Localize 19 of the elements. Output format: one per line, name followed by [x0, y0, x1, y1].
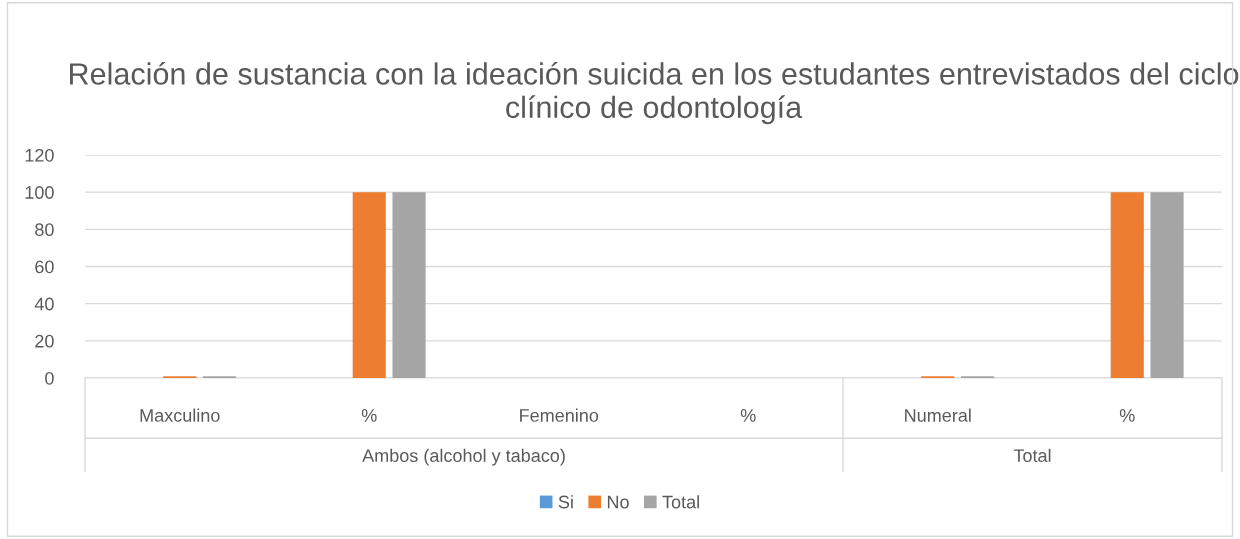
y-tick-label: 20: [35, 334, 54, 348]
y-tick-label: 100: [25, 186, 54, 199]
x-tick-label: %: [361, 409, 377, 422]
chart-title: Relación de sustancia con la ideación suicida en los estudantes entrevistados del ciclo clínico de odontología: [70, 61, 1239, 125]
y-tick-label: 40: [34, 297, 54, 311]
y-tick-label: 60: [35, 260, 54, 274]
x-tick-label: %: [740, 409, 756, 422]
y-tick-label: 0: [45, 371, 54, 385]
y-tick-label: 120: [25, 148, 54, 162]
legend-label: No: [607, 495, 629, 509]
y-tick-label: 80: [35, 223, 54, 237]
x-tick-label: Numeral: [905, 408, 971, 422]
text: Total: [1013, 448, 1051, 463]
x-tick-label: Maxculino: [140, 408, 220, 422]
text: Ambos (alcohol y tabaco): [362, 448, 565, 466]
x-tick-label: Femenino: [520, 408, 599, 422]
legend-label: Si: [558, 495, 573, 509]
legend-label: Total: [662, 495, 699, 509]
x-tick-label: %: [1119, 409, 1135, 422]
